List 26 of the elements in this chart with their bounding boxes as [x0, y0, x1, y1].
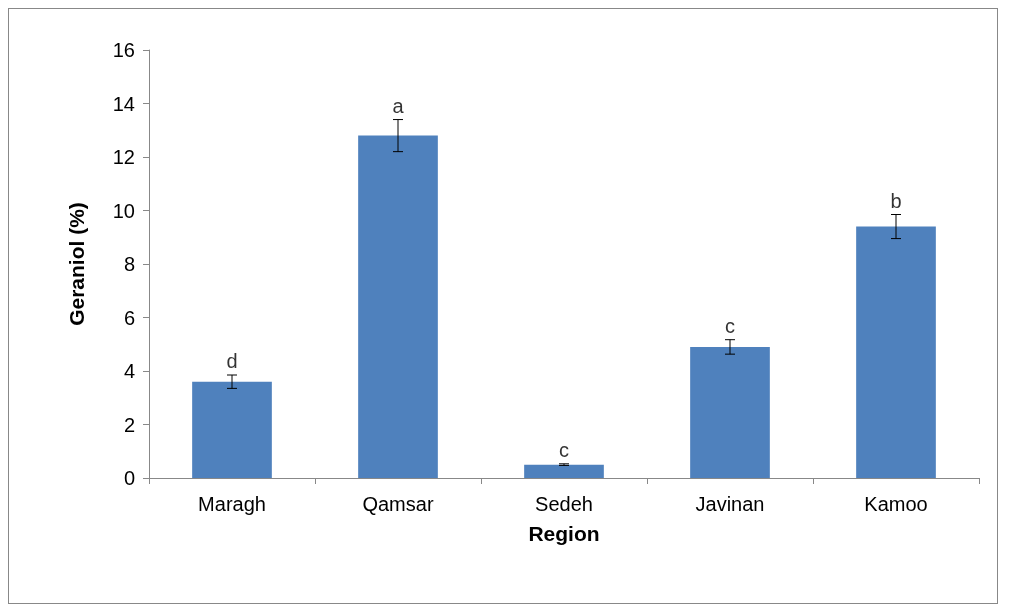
bar — [690, 346, 770, 478]
x-tick-label: Sedeh — [535, 493, 593, 515]
annotation: c — [725, 314, 735, 337]
x-tick-label: Qamsar — [362, 493, 434, 515]
y-tick-label: 6 — [123, 306, 135, 329]
y-tick-label: 12 — [112, 146, 135, 168]
bar — [524, 464, 604, 478]
x-tick-label: Javinan — [695, 493, 765, 515]
y-tick-label: 14 — [112, 92, 135, 115]
y-tick-label: 16 — [112, 39, 135, 61]
annotation: d — [226, 350, 238, 373]
y-tick-label: 2 — [123, 413, 135, 436]
x-tick-label: Kamoo — [864, 493, 928, 515]
y-axis-title: Geraniol (%) — [65, 202, 88, 326]
y-tick-label: 8 — [123, 253, 135, 275]
x-axis-title: Region — [528, 522, 600, 545]
y-tick-label: 0 — [123, 467, 135, 489]
bar — [192, 381, 272, 478]
y-tick-label: 10 — [112, 199, 135, 222]
y-tick-label: 4 — [123, 360, 135, 382]
x-tick-label: Maragh — [198, 493, 266, 515]
annotation: c — [559, 438, 569, 461]
annotation: a — [392, 94, 405, 117]
annotation: b — [890, 189, 902, 212]
bar — [358, 135, 438, 478]
bar — [856, 226, 936, 478]
